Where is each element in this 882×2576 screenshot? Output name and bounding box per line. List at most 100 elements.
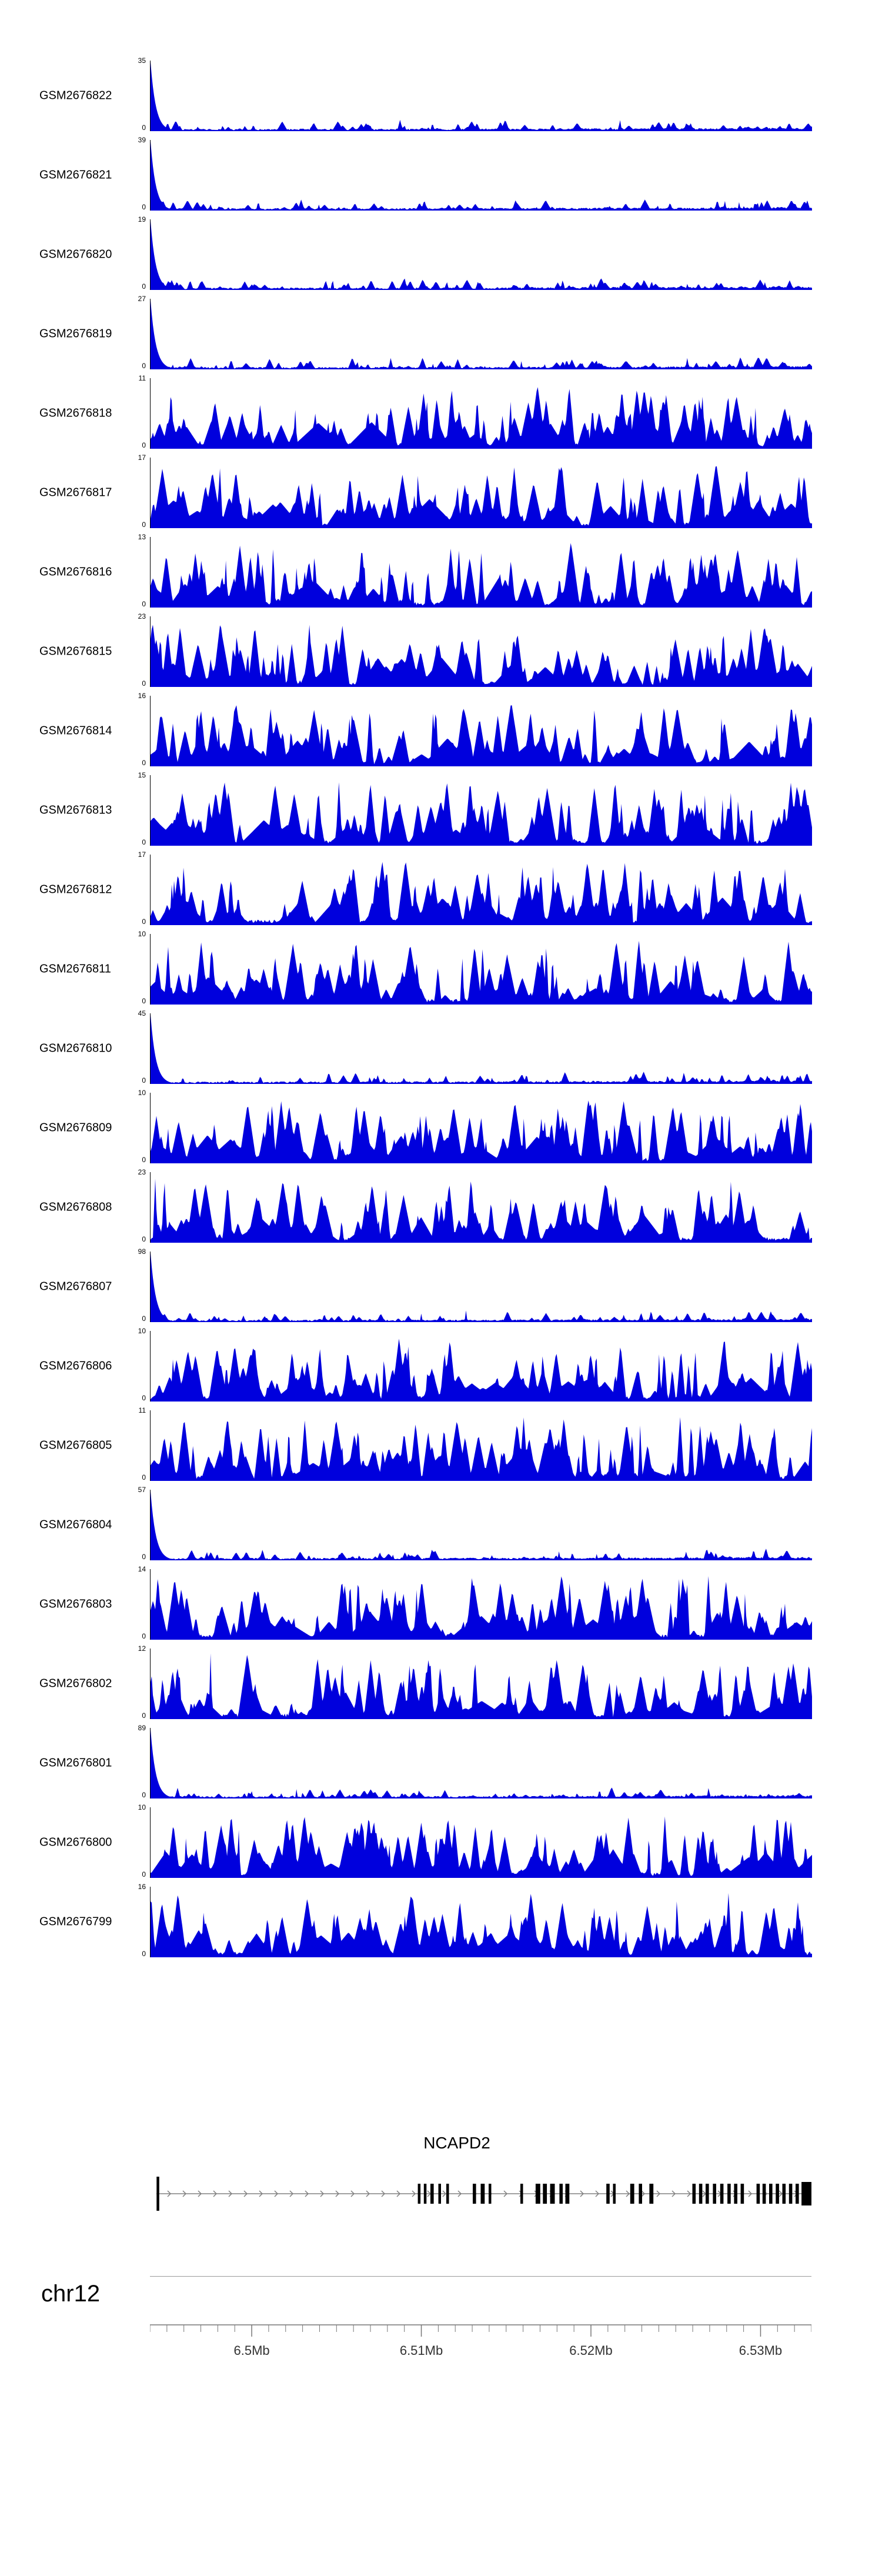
track-ymin-label: 0 xyxy=(142,1870,146,1878)
track-ymax-label: 89 xyxy=(138,1724,146,1732)
track-ymax-label: 27 xyxy=(138,295,146,303)
track-label: GSM2676805 xyxy=(39,1439,112,1451)
track-ymax-label: 13 xyxy=(138,533,146,541)
track-ymax-label: 23 xyxy=(138,1168,146,1176)
track-label: GSM2676809 xyxy=(39,1121,112,1134)
signal-track: GSM2676812 17 0 xyxy=(0,850,882,929)
track-label: GSM2676811 xyxy=(39,962,111,975)
track-ymax-label: 10 xyxy=(138,1803,146,1811)
track-ymin-label: 0 xyxy=(142,1394,146,1402)
signal-track: GSM2676813 15 0 xyxy=(0,770,882,850)
coverage-signal-area xyxy=(151,1816,812,1878)
track-signal-plot xyxy=(150,775,812,846)
track-label: GSM2676807 xyxy=(39,1280,112,1293)
track-label: GSM2676802 xyxy=(39,1677,112,1690)
coverage-signal-area xyxy=(151,940,812,1005)
signal-track: GSM2676802 12 0 xyxy=(0,1644,882,1723)
track-ymax-label: 23 xyxy=(138,612,146,620)
track-signal-plot xyxy=(150,219,812,290)
chromosome-label: chr12 xyxy=(41,2281,101,2307)
track-ymin-label: 0 xyxy=(142,838,146,846)
signal-track: GSM2676801 89 0 xyxy=(0,1723,882,1803)
coverage-signal-area xyxy=(151,625,812,687)
track-signal-plot xyxy=(150,1172,812,1243)
track-signal-plot xyxy=(150,140,812,211)
coverage-signal-area xyxy=(151,782,812,846)
track-ymin-label: 0 xyxy=(142,1076,146,1085)
track-ymax-label: 45 xyxy=(138,1009,146,1017)
coverage-signal-area xyxy=(151,62,812,131)
track-ymin-label: 0 xyxy=(142,520,146,529)
signal-track: GSM2676809 10 0 xyxy=(0,1088,882,1167)
track-ymin-label: 0 xyxy=(142,679,146,688)
coverage-signal-area xyxy=(151,141,812,211)
signal-track: GSM2676803 14 0 xyxy=(0,1564,882,1644)
track-ymax-label: 11 xyxy=(138,1406,146,1414)
track-ymax-label: 16 xyxy=(138,1883,146,1891)
coverage-signal-area xyxy=(151,705,812,766)
track-ymax-label: 19 xyxy=(138,215,146,223)
track-signal-plot xyxy=(150,1331,812,1402)
ruler-tick-label: 6.52Mb xyxy=(569,2343,612,2358)
signal-track: GSM2676815 23 0 xyxy=(0,612,882,691)
track-label: GSM2676812 xyxy=(39,883,112,896)
track-label: GSM2676801 xyxy=(39,1756,112,1769)
coverage-signal-area xyxy=(151,1253,812,1322)
coverage-signal-area xyxy=(151,221,812,290)
track-ymin-label: 0 xyxy=(142,1156,146,1164)
coverage-signal-area xyxy=(151,300,812,369)
chromosome-baseline xyxy=(150,2276,811,2277)
track-signal-plot xyxy=(150,1887,812,1957)
track-label: GSM2676800 xyxy=(39,1836,112,1848)
gene-name-label: NCAPD2 xyxy=(423,2134,490,2152)
track-ymin-label: 0 xyxy=(142,1314,146,1323)
track-ymin-label: 0 xyxy=(142,1711,146,1720)
signal-track: GSM2676821 39 0 xyxy=(0,135,882,215)
track-signal-plot xyxy=(150,458,812,528)
coverage-signal-area xyxy=(151,1491,812,1560)
track-label: GSM2676821 xyxy=(39,168,112,181)
signal-track: GSM2676817 17 0 xyxy=(0,453,882,532)
track-label: GSM2676799 xyxy=(39,1915,112,1928)
track-ymin-label: 0 xyxy=(142,441,146,449)
track-ymax-label: 15 xyxy=(138,771,146,779)
track-ymin-label: 0 xyxy=(142,600,146,608)
ruler-tick-label: 6.51Mb xyxy=(400,2343,443,2358)
track-label: GSM2676815 xyxy=(39,645,112,658)
track-ymin-label: 0 xyxy=(142,1553,146,1561)
track-ymax-label: 17 xyxy=(138,453,146,462)
track-label: GSM2676806 xyxy=(39,1359,112,1372)
coverage-signal-area xyxy=(151,387,812,449)
track-ymin-label: 0 xyxy=(142,282,146,291)
track-ymax-label: 10 xyxy=(138,1327,146,1335)
track-signal-plot xyxy=(150,537,812,608)
track-ymin-label: 0 xyxy=(142,1632,146,1640)
signal-track: GSM2676816 13 0 xyxy=(0,532,882,612)
signal-track: GSM2676799 16 0 xyxy=(0,1882,882,1961)
signal-track: GSM2676807 98 0 xyxy=(0,1247,882,1326)
track-ymin-label: 0 xyxy=(142,1473,146,1481)
track-signal-plot xyxy=(150,1807,812,1878)
coverage-signal-area xyxy=(151,1729,812,1798)
signal-track: GSM2676806 10 0 xyxy=(0,1326,882,1406)
coverage-signal-area xyxy=(151,543,812,608)
signal-track: GSM2676805 11 0 xyxy=(0,1406,882,1485)
track-label: GSM2676813 xyxy=(39,803,112,816)
track-ymax-label: 10 xyxy=(138,930,146,938)
track-ymin-label: 0 xyxy=(142,203,146,211)
coverage-signal-area xyxy=(151,1653,812,1719)
track-label: GSM2676816 xyxy=(39,565,112,578)
track-signal-plot xyxy=(150,1013,812,1084)
track-signal-plot xyxy=(150,1410,812,1481)
coverage-signal-area xyxy=(151,1339,812,1402)
track-signal-plot xyxy=(150,616,812,687)
coverage-signal-area xyxy=(151,862,812,925)
track-ymax-label: 35 xyxy=(138,56,146,65)
track-ymax-label: 10 xyxy=(138,1089,146,1097)
coverage-signal-area xyxy=(151,466,812,528)
coverage-signal-area xyxy=(151,1179,812,1243)
track-ymin-label: 0 xyxy=(142,997,146,1005)
signal-track: GSM2676822 35 0 xyxy=(0,56,882,135)
track-ymin-label: 0 xyxy=(142,1235,146,1243)
coordinate-ruler: 6.5Mb 6.51Mb 6.52Mb 6.53Mb xyxy=(149,2324,812,2380)
